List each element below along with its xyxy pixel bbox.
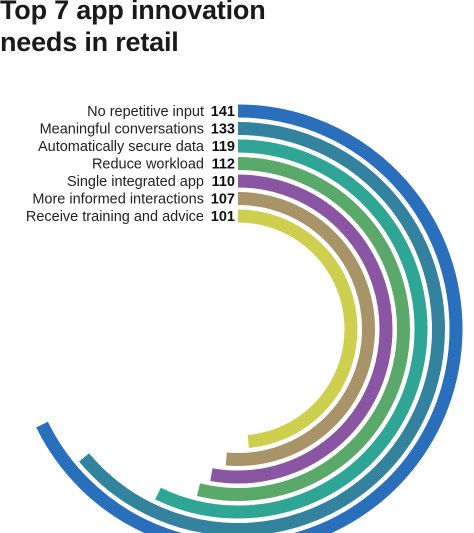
arc-automatically-secure-data xyxy=(155,139,428,519)
category-label: Automatically secure data xyxy=(38,139,205,155)
value-label: 110 xyxy=(212,174,235,190)
arc-more-informed-interactions xyxy=(225,192,376,466)
arc-receive-training-and-advice xyxy=(237,209,358,449)
category-label: Receive training and advice xyxy=(26,209,204,225)
value-label: 101 xyxy=(211,209,235,225)
value-label: 133 xyxy=(211,122,235,138)
category-label: Meaningful conversations xyxy=(40,122,204,138)
arc-meaningful-conversations xyxy=(79,122,445,533)
value-label: 119 xyxy=(212,139,235,155)
category-label: No repetitive input xyxy=(87,104,204,120)
chart-title: Top 7 app innovation needs in retail xyxy=(0,0,470,58)
arc-layer xyxy=(36,104,463,533)
category-label: Reduce workload xyxy=(92,157,204,173)
arc-no-repetitive-input xyxy=(36,104,463,533)
category-label: Single integrated app xyxy=(67,174,204,190)
arc-single-integrated-app xyxy=(210,174,393,484)
chart-title-line-1: Top 7 app innovation xyxy=(0,0,266,25)
value-label: 112 xyxy=(212,157,235,173)
value-label: 141 xyxy=(211,104,235,120)
arc-reduce-workload xyxy=(196,157,410,501)
label-layer: 141 No repetitive input 133 Meaningful conv… xyxy=(26,104,235,225)
chart-title-line-2: needs in retail xyxy=(0,27,179,57)
value-label: 107 xyxy=(211,192,235,208)
category-label: More informed interactions xyxy=(32,192,204,208)
